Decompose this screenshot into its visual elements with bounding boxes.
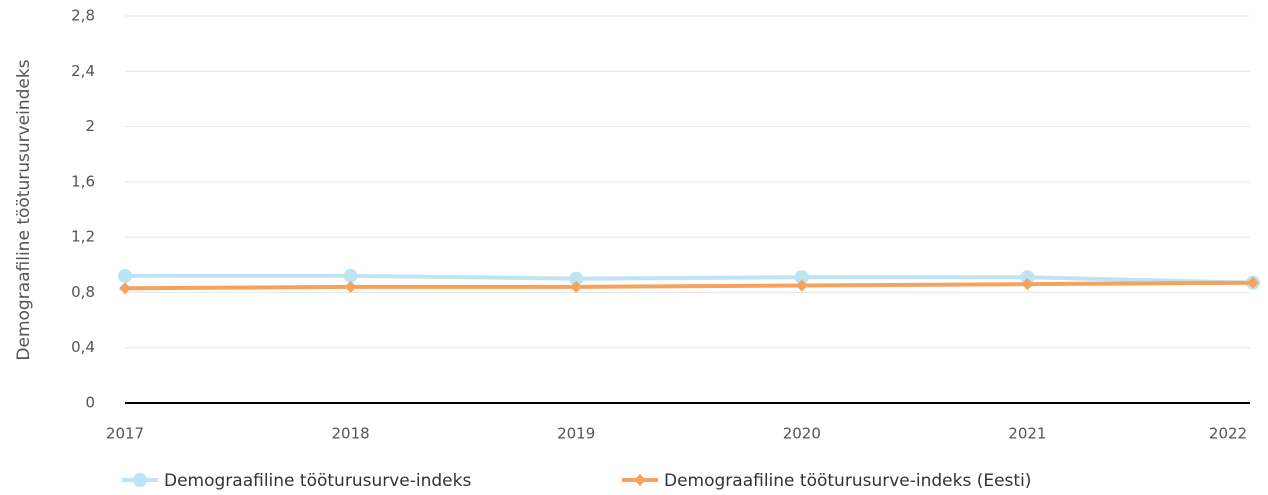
point bbox=[1020, 270, 1035, 285]
point bbox=[118, 268, 132, 283]
point bbox=[795, 279, 808, 292]
y-tick-label: 0,4 bbox=[71, 338, 95, 356]
legend-label: Demograafiline tööturusurve-indeks (Eest… bbox=[664, 471, 1031, 491]
line bbox=[125, 273, 1254, 285]
y-tick-label: 0,8 bbox=[71, 283, 95, 301]
y-tick-label: 2 bbox=[85, 117, 95, 135]
point bbox=[634, 474, 646, 486]
x-tick-label: 2020 bbox=[783, 425, 821, 443]
x-tick-label: 2018 bbox=[332, 425, 370, 443]
x-tick-label: 2021 bbox=[1008, 425, 1046, 443]
point bbox=[133, 473, 147, 487]
point bbox=[344, 280, 357, 293]
point bbox=[1021, 278, 1034, 291]
y-tick-label: 0 bbox=[85, 394, 95, 412]
legend-label: Demograafiline tööturusurve-indeks bbox=[164, 471, 471, 491]
y-tick-label: 2,4 bbox=[71, 62, 95, 80]
x-tick-label: 2019 bbox=[557, 425, 595, 443]
point bbox=[794, 270, 809, 285]
y-tick-label: 2,8 bbox=[71, 7, 95, 25]
point bbox=[570, 280, 583, 293]
y-tick-label: 1,6 bbox=[71, 172, 95, 190]
point bbox=[343, 268, 358, 283]
point bbox=[1247, 276, 1259, 289]
y-tick-label: 1,2 bbox=[71, 228, 95, 246]
x-tick-label: 2017 bbox=[106, 425, 144, 443]
point bbox=[569, 271, 584, 286]
y-axis-label: Demograafiline tööturusurveindeks bbox=[14, 59, 34, 360]
point bbox=[119, 282, 131, 295]
x-tick-label: 2022 bbox=[1209, 425, 1247, 443]
line bbox=[124, 280, 1254, 291]
